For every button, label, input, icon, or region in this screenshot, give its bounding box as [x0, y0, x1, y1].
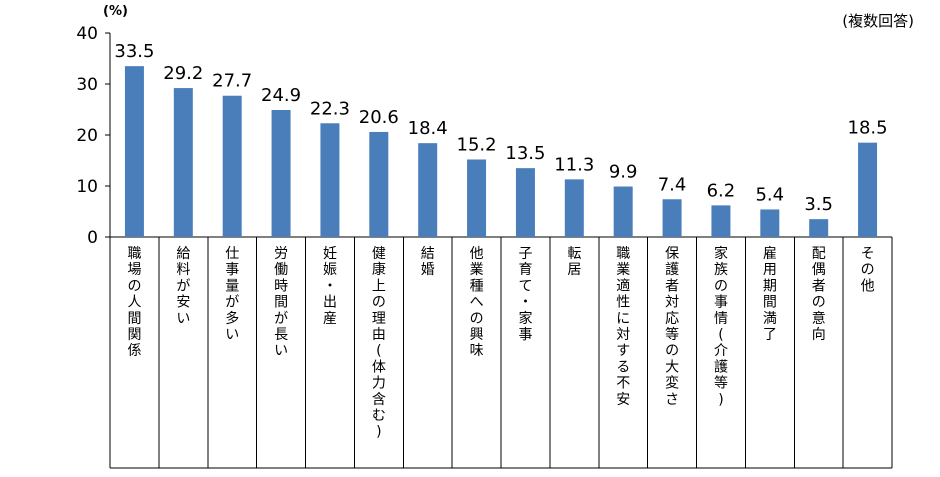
category-label: 妊娠・出産	[323, 246, 337, 327]
bar-value-label: 9.9	[609, 162, 638, 183]
bar-value-label: 6.2	[707, 180, 736, 201]
bar-2	[173, 88, 193, 237]
category-label: 職業適性に対する不安	[616, 246, 630, 408]
category-label: 他業種への興味	[470, 246, 484, 359]
category-label: 子育て・家事	[518, 246, 532, 343]
bar-value-label: 5.4	[755, 184, 784, 205]
bar-6	[369, 131, 389, 237]
bar-14	[760, 209, 780, 237]
bar-3	[222, 95, 242, 237]
bar-value-label: 11.3	[554, 154, 594, 175]
bar-12	[662, 199, 682, 237]
bar-value-label: 27.7	[212, 71, 252, 92]
y-tick-label: 20	[76, 126, 98, 146]
y-tick-label: 40	[76, 24, 98, 44]
bar-value-label: 33.5	[114, 41, 154, 62]
category-label: 保護者対応等の大変さ	[665, 246, 679, 408]
bar-13	[711, 205, 731, 237]
bar-value-label: 7.4	[658, 174, 687, 195]
category-label: 仕事量が多い	[225, 246, 239, 343]
bar-1	[124, 66, 144, 238]
bar-7	[418, 143, 438, 237]
bar-value-label: 13.5	[505, 143, 545, 164]
bar-value-label: 18.5	[848, 118, 888, 139]
bar-value-label: 20.6	[359, 107, 399, 128]
bar-16	[858, 142, 878, 237]
y-tick-label: 10	[76, 177, 98, 197]
bar-4	[271, 110, 291, 237]
y-tick-label: 30	[76, 75, 98, 95]
bar-5	[320, 123, 340, 237]
bar-8	[467, 159, 487, 237]
category-label: 転居	[567, 246, 581, 278]
multiple-answers-note: (複数回答)	[842, 12, 914, 30]
bars-layer	[124, 66, 878, 238]
bar-value-label: 15.2	[457, 134, 497, 155]
bar-value-label: 24.9	[261, 85, 301, 106]
bar-value-label: 3.5	[804, 194, 833, 215]
bar-value-label: 18.4	[408, 118, 448, 139]
category-label: 結婚	[421, 246, 435, 278]
y-tick-label: 0	[87, 228, 98, 248]
labels-layer: 0 10 20 30 40 33.5 職場の人間関係 29.2 給料が安い 27.7 仕事量が多い 2…	[76, 24, 887, 440]
category-label: 職場の人間関係	[127, 246, 141, 359]
category-label: 家族の事情(介護等)	[714, 245, 728, 408]
category-label: 健康上の理由(体力含む)	[372, 246, 386, 440]
bar-15	[809, 219, 829, 237]
bar-value-label: 22.3	[310, 98, 350, 119]
bar-value-label: 29.2	[163, 63, 203, 84]
bar-10	[564, 179, 584, 237]
bar-11	[613, 186, 633, 237]
bar-9	[515, 168, 535, 237]
y-unit-label: (%)	[103, 4, 128, 19]
category-label: 労働時間が長い	[274, 246, 288, 359]
category-label: 配偶者の意向	[812, 246, 826, 343]
category-label: その他	[861, 246, 875, 294]
category-label: 給料が安い	[176, 246, 190, 327]
category-label: 雇用期間満了	[763, 245, 777, 343]
